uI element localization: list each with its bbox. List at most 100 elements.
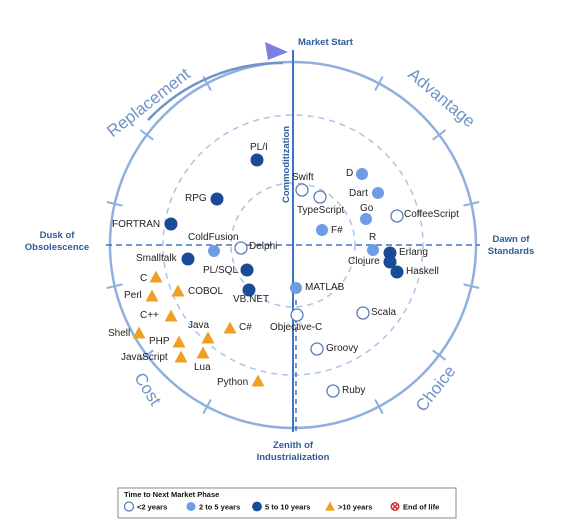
marker-clojure (383, 255, 397, 269)
marker-typescript (313, 190, 327, 204)
rotation-arrow (147, 61, 284, 121)
axis-label-left-2: Obsolescence (25, 242, 89, 253)
quadrant-choice: Choice (412, 362, 460, 415)
label-typescript: TypeScript (297, 205, 344, 216)
label-coldfusion: ColdFusion (188, 232, 239, 243)
marker-shell (132, 326, 146, 339)
legend-label-5to10: 5 to 10 years (265, 503, 310, 512)
marker-pl-i (250, 153, 264, 167)
label-ruby: Ruby (342, 385, 365, 396)
quadrant-advantage: Advantage (404, 64, 478, 131)
axis-label-top: Market Start (298, 37, 354, 48)
label-python: Python (217, 377, 248, 388)
label-java: Java (188, 320, 210, 331)
label-f-: F# (331, 225, 343, 236)
label-matlab: MATLAB (305, 282, 345, 293)
ring-tick (463, 283, 480, 289)
quadrant-cost: Cost (130, 369, 165, 409)
ring-tick (432, 349, 447, 361)
label-coffeescript: CoffeeScript (404, 209, 459, 220)
legend: Time to Next Market Phase <2 years 2 to 5… (117, 487, 457, 519)
marker-fortran (164, 217, 178, 231)
label-javascript: JavaScript (121, 352, 168, 363)
marker-rpg (210, 192, 224, 206)
marker-vb-net (242, 283, 256, 297)
legend-marker-eol (390, 502, 400, 511)
rotation-arrow-head (265, 42, 288, 60)
marker-smalltalk (181, 252, 195, 266)
marker-javascript (174, 350, 188, 363)
label-pl-i: PL/I (250, 142, 268, 153)
axis-label-right-1: Dawn of (493, 234, 531, 245)
label-dart: Dart (349, 188, 368, 199)
marker-ruby (326, 384, 340, 398)
legend-marker-5to10 (252, 501, 262, 512)
marker-php (172, 335, 186, 348)
axis-label-right-2: Standards (488, 246, 534, 257)
legend-items: <2 years 2 to 5 years 5 to 10 years >10 yea… (123, 501, 439, 512)
marker-python (251, 374, 265, 387)
marker-c- (223, 321, 237, 334)
label-c: C (140, 273, 147, 284)
label-objective-c: Objective-C (270, 322, 322, 333)
marker-dart (372, 187, 384, 199)
label-d: D (346, 168, 353, 179)
marker-java (201, 331, 215, 344)
legend-label-gt10: >10 years (338, 503, 372, 512)
axis-label-bottom-1: Zenith of (273, 440, 314, 451)
legend-label-eol: End of life (403, 503, 439, 512)
marker-swift (295, 183, 309, 197)
label-haskell: Haskell (406, 266, 439, 277)
legend-box (117, 487, 457, 519)
label-smalltalk: Smalltalk (136, 253, 178, 264)
marker-d (356, 168, 368, 180)
marker-cobol (171, 284, 185, 297)
label-go: Go (360, 203, 374, 214)
marker-scala (356, 306, 370, 320)
marker-go (360, 213, 372, 225)
ring-tick (463, 201, 480, 207)
legend-title: Time to Next Market Phase (124, 490, 219, 499)
marker-c- (164, 309, 178, 322)
middle-ring (162, 114, 424, 376)
ring-tick (139, 129, 154, 141)
ring-tick (374, 75, 384, 91)
label-perl: Perl (124, 290, 142, 301)
legend-marker-gt10 (325, 501, 335, 511)
marker-objective-c (290, 308, 304, 322)
marker-lua (196, 346, 210, 359)
label-scala: Scala (371, 307, 396, 318)
label-delphi: Delphi (249, 241, 277, 252)
ring-tick (432, 129, 447, 141)
technology-points: PL/I Swift TypeScript D Dart Go CoffeeScript F#… (108, 142, 459, 398)
legend-label-2to5: 2 to 5 years (199, 503, 240, 512)
marker-pl-sql (240, 263, 254, 277)
label-clojure: Clojure (348, 256, 380, 267)
label-shell: Shell (108, 328, 130, 339)
label-lua: Lua (194, 362, 211, 373)
label-vb-net: VB.NET (233, 294, 269, 305)
axis-label-center: Commoditization (281, 126, 292, 203)
marker-erlang (383, 246, 397, 260)
label-fortran: FORTRAN (112, 219, 160, 230)
marker-coldfusion (208, 245, 220, 257)
label-c-: C++ (140, 310, 159, 321)
label-rpg: RPG (185, 193, 207, 204)
ring-tick (202, 399, 212, 415)
label-erlang: Erlang (399, 247, 428, 258)
marker-f- (316, 224, 328, 236)
marker-r (367, 244, 379, 256)
marker-groovy (310, 342, 324, 356)
label-pl-sql: PL/SQL (203, 265, 238, 276)
ring-tick (106, 201, 123, 207)
label-php: PHP (149, 336, 170, 347)
label-r: R (369, 232, 376, 243)
legend-marker-lt2 (123, 501, 135, 512)
legend-marker-2to5 (186, 502, 196, 511)
marker-coffeescript (390, 209, 404, 223)
marker-c (149, 270, 163, 283)
label-swift: Swift (292, 172, 314, 183)
quadrant-replacement: Replacement (103, 64, 194, 141)
marker-haskell (390, 265, 404, 279)
